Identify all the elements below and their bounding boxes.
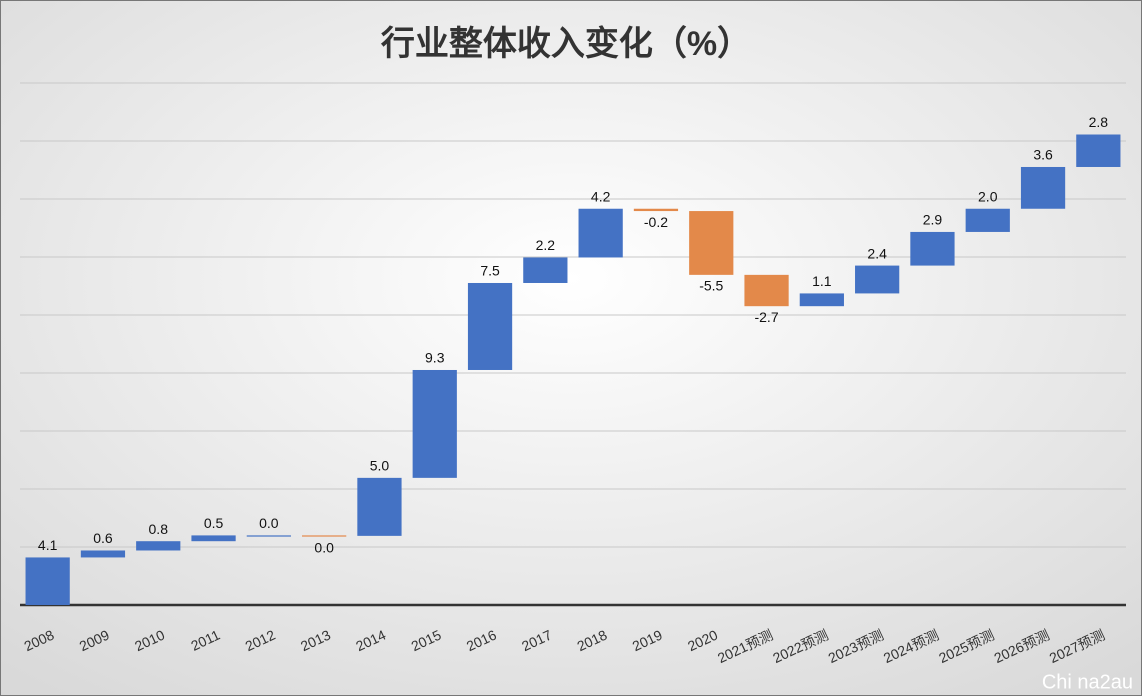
bar (246, 535, 291, 537)
bar (855, 265, 900, 294)
value-label: 2.2 (536, 237, 556, 253)
bar (412, 369, 457, 478)
value-label: 5.0 (370, 458, 390, 474)
bar (689, 211, 734, 275)
value-label: 3.6 (1033, 147, 1053, 163)
bar (910, 231, 955, 266)
bar (1076, 134, 1121, 167)
value-label: 0.5 (204, 515, 224, 531)
bar (467, 282, 513, 370)
value-label: 9.3 (425, 350, 445, 366)
bar (1020, 166, 1066, 209)
bar (302, 535, 347, 537)
bar (136, 541, 181, 551)
value-label: 4.1 (38, 537, 58, 553)
value-label: 0.8 (149, 521, 169, 537)
value-label: 0.0 (259, 515, 279, 531)
value-label: -5.5 (699, 278, 723, 294)
bar (633, 208, 679, 212)
value-label: -2.7 (754, 309, 778, 325)
bar (744, 274, 789, 307)
chart-title: 行业整体收入变化（%） (381, 24, 751, 63)
value-label: 2.0 (978, 188, 998, 204)
value-label: 0.6 (93, 530, 113, 546)
value-label: 1.1 (812, 273, 832, 289)
value-label: 0.0 (314, 539, 334, 555)
value-label: 4.2 (591, 188, 611, 204)
value-label: 2.9 (923, 212, 943, 228)
bar (523, 257, 568, 283)
bar (80, 550, 126, 558)
bar (578, 208, 623, 258)
bar (25, 557, 70, 605)
bar (357, 477, 402, 536)
value-label: 7.5 (480, 263, 500, 279)
value-label: 2.4 (867, 245, 887, 261)
value-label: -0.2 (644, 214, 668, 230)
bar (191, 535, 236, 542)
value-label: 2.8 (1089, 114, 1109, 130)
bar (965, 208, 1010, 232)
bar (799, 293, 844, 307)
watermark: Chi na2au (1042, 671, 1133, 693)
